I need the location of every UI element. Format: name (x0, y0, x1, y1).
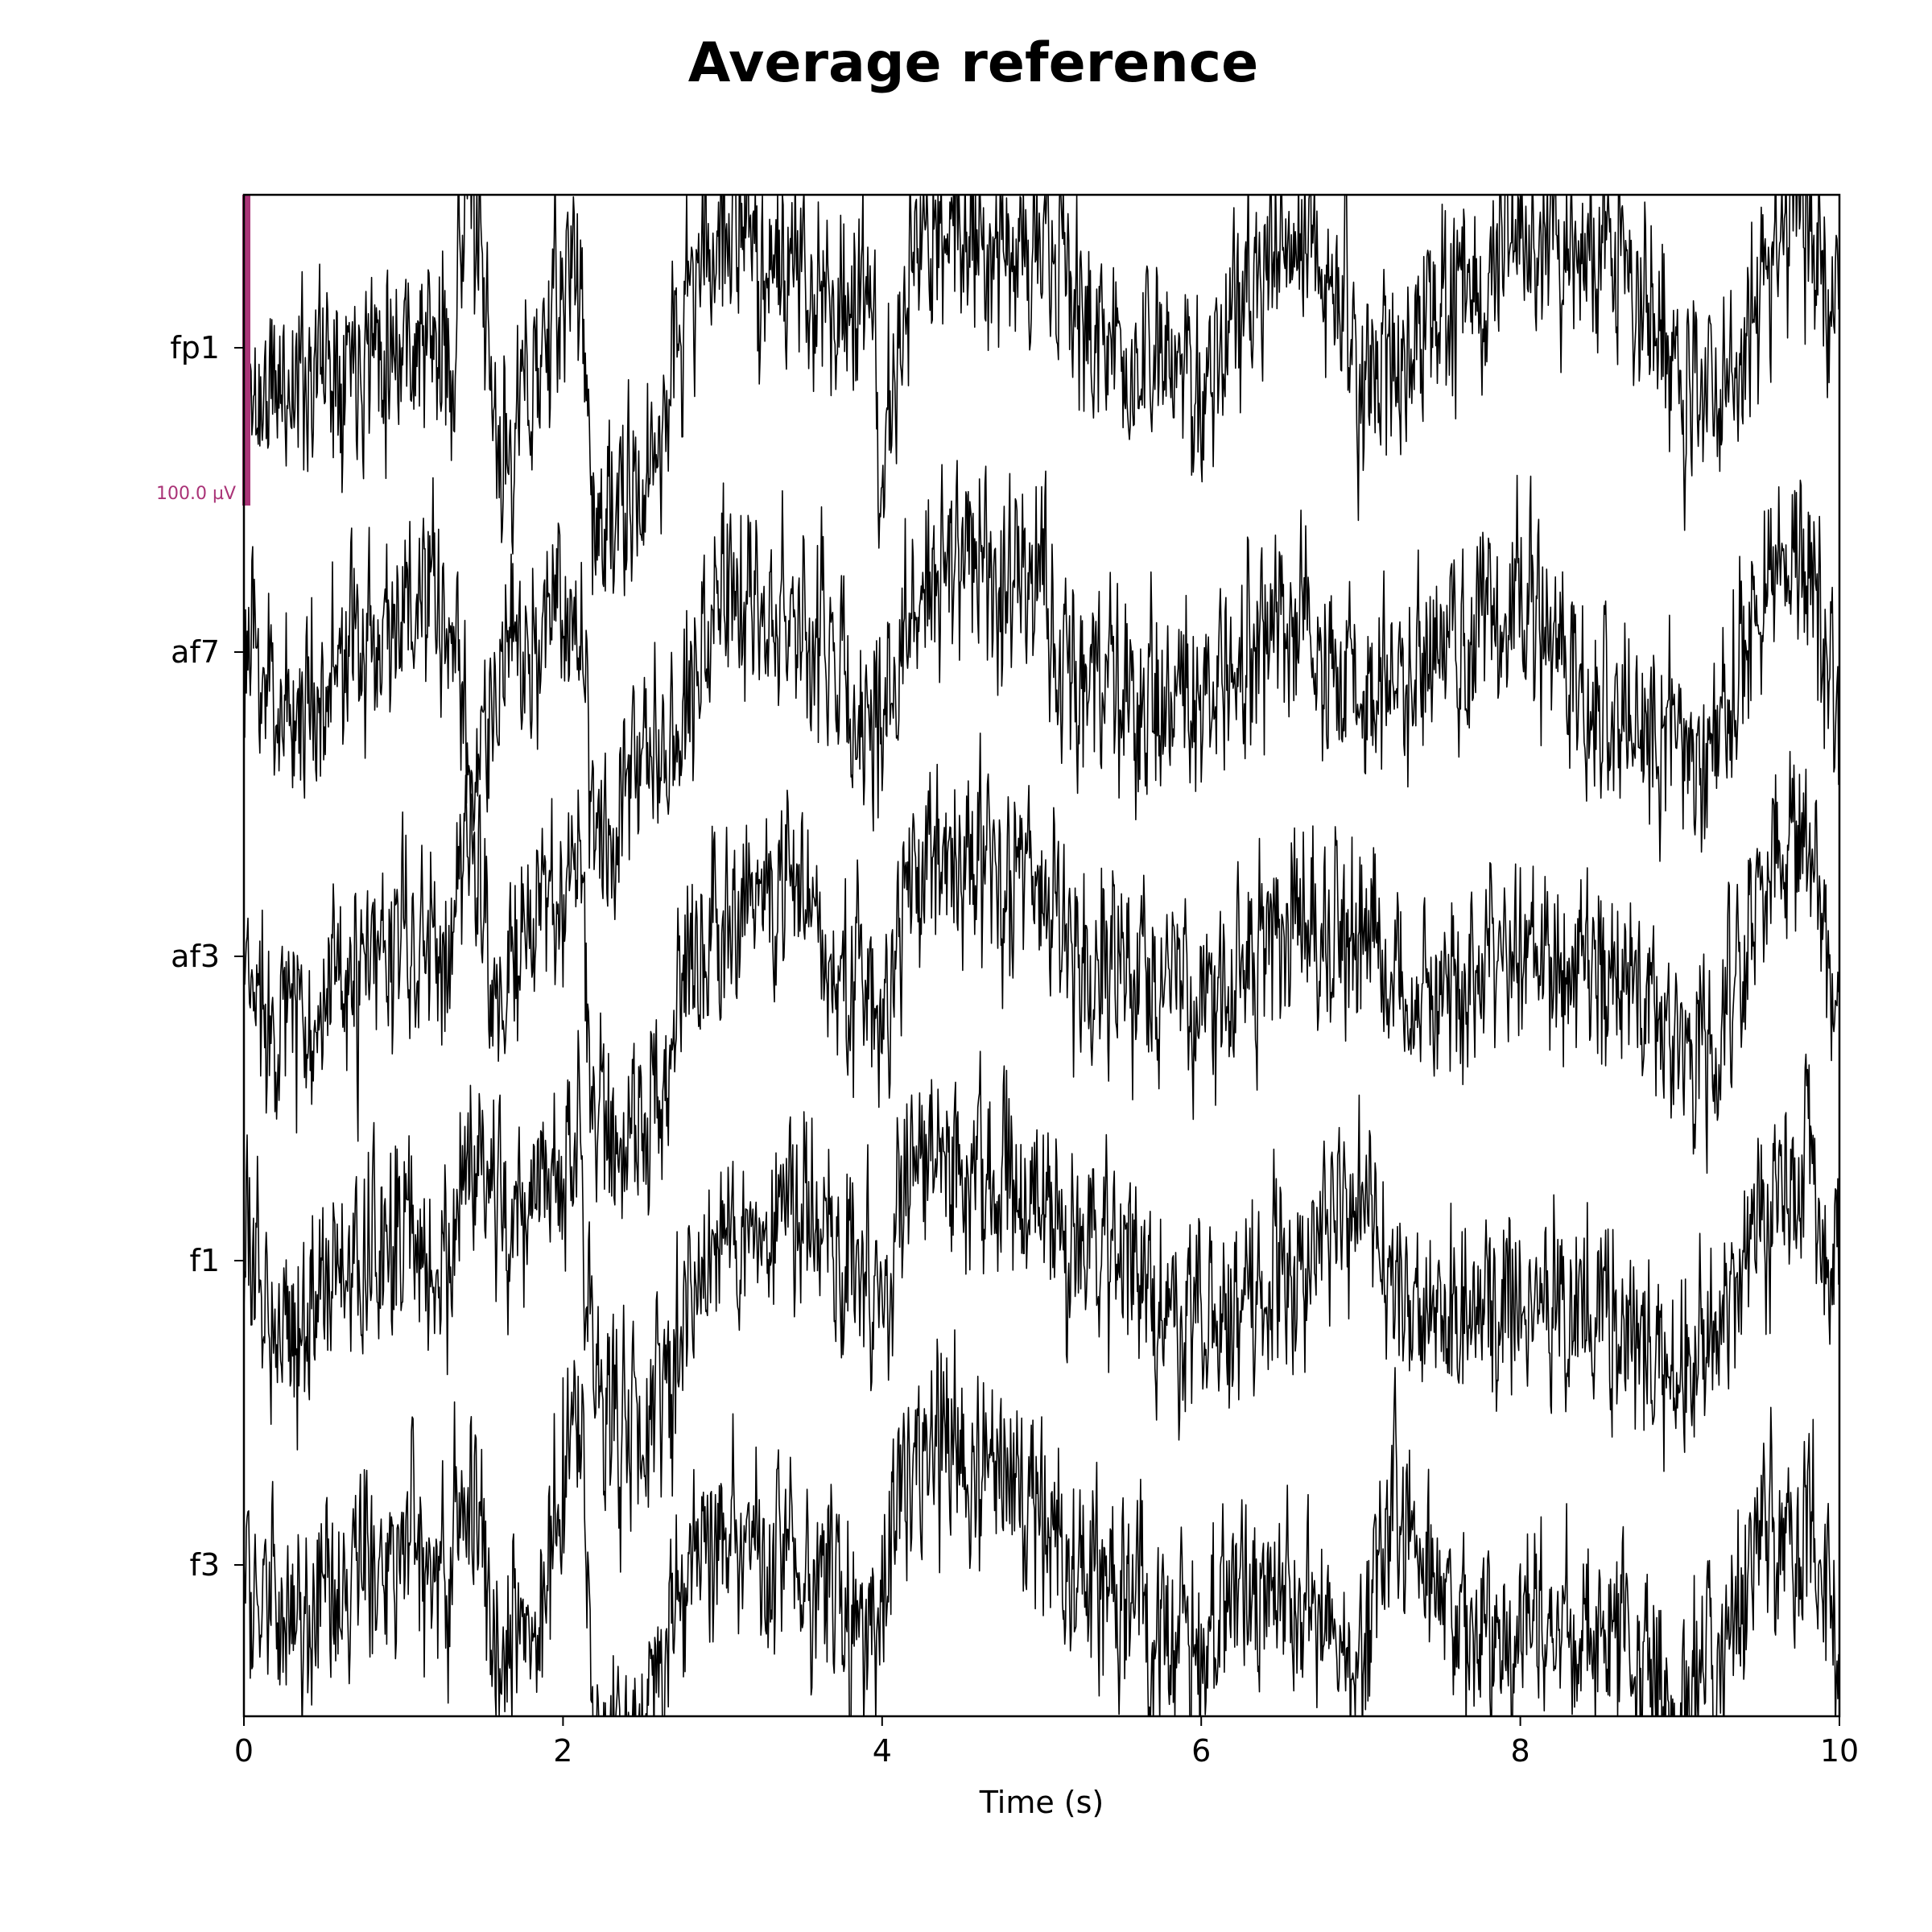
trace-f1 (244, 1030, 1839, 1573)
scale-bar-label: 100.0 µV (156, 484, 236, 504)
y-axis: fp1 af7 af3 f1 f3 (170, 330, 244, 1583)
x-tick-label: 0 (234, 1733, 254, 1769)
channel-label-af3: af3 (171, 939, 220, 974)
x-axis-label: Time (s) (979, 1785, 1104, 1820)
trace-f3 (244, 1329, 1839, 1716)
trace-af7 (244, 460, 1839, 920)
x-tick-label: 10 (1820, 1733, 1859, 1769)
channel-label-af7: af7 (171, 634, 220, 670)
channel-label-f1: f1 (189, 1243, 220, 1278)
x-tick-label: 8 (1511, 1733, 1530, 1769)
scale-bar (242, 195, 250, 506)
trace-fp1 (244, 195, 1839, 597)
channel-label-f3: f3 (189, 1547, 220, 1583)
x-tick-label: 2 (553, 1733, 572, 1769)
trace-af3 (244, 733, 1839, 1220)
eeg-traces (244, 195, 1839, 1716)
chart-title: Average reference (688, 31, 1258, 95)
x-axis: 0 2 4 6 8 10 (234, 1716, 1859, 1769)
x-tick-label: 4 (873, 1733, 892, 1769)
x-tick-label: 6 (1191, 1733, 1211, 1769)
channel-label-fp1: fp1 (170, 330, 220, 365)
